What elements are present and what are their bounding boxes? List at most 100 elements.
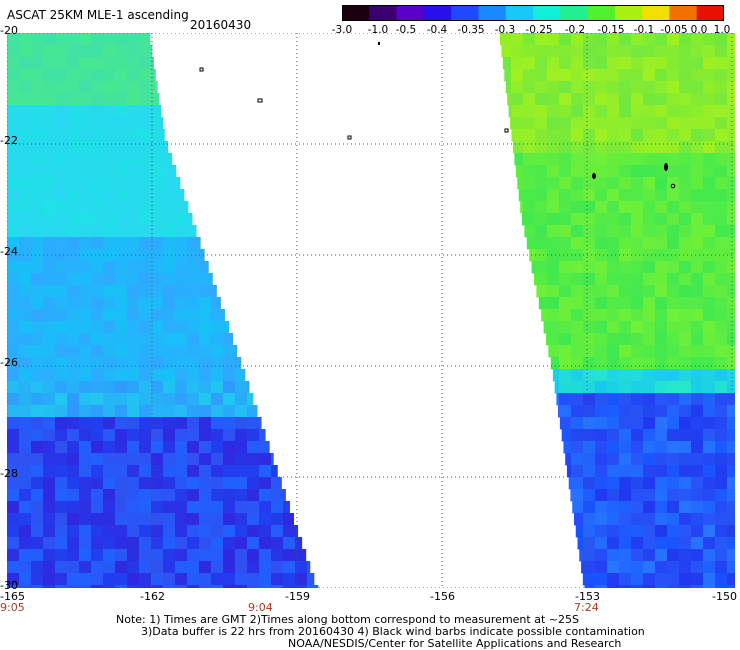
swath-cell (607, 573, 620, 586)
swath-cell (679, 249, 692, 262)
swath-cell (175, 249, 188, 262)
swath-cell (631, 489, 644, 502)
swath-cell (691, 141, 704, 154)
swath-cell (595, 153, 608, 166)
swath-cell (139, 369, 152, 382)
swath-cell (655, 357, 668, 370)
swath-cell (619, 117, 632, 130)
swath-cell (247, 477, 260, 490)
swath-cell (223, 465, 236, 478)
swath-cell (139, 249, 152, 262)
swath-cell (667, 201, 680, 214)
swath-cell (31, 33, 44, 46)
swath-cell (571, 69, 584, 82)
swath-cell (547, 249, 560, 262)
swath-cell (691, 33, 704, 46)
pass-time-label: 9:04 (248, 601, 273, 614)
swath-cell (7, 249, 20, 262)
swath-cell (163, 357, 176, 370)
swath-cell (619, 309, 632, 322)
swath-cell (715, 69, 728, 82)
swath-cell (211, 273, 213, 286)
swath-cell (151, 261, 164, 274)
swath-cell (547, 189, 560, 202)
swath-cell (67, 393, 80, 406)
swath-cell (595, 57, 608, 70)
swath-cell (211, 537, 224, 550)
swath-cell (523, 177, 536, 190)
swath-cell (535, 213, 548, 226)
swath-cell (127, 273, 140, 286)
swath-cell (199, 585, 212, 588)
swath-cell (67, 441, 80, 454)
swath-cell (7, 57, 20, 70)
swath-cell (507, 93, 512, 106)
swath-cell (583, 189, 596, 202)
swath-cell (31, 357, 44, 370)
swath-cell (501, 45, 512, 58)
swath-cell (715, 549, 728, 562)
swath-cell (631, 45, 644, 58)
swath-cell (103, 417, 116, 430)
swath-cell (55, 309, 68, 322)
footnotes: Note: 1) Times are GMT 2)Times along bot… (0, 614, 740, 650)
swath-cell (19, 549, 32, 562)
swath-cell (595, 45, 608, 58)
swath-cell (607, 261, 620, 274)
swath-cell (55, 537, 68, 550)
swath-cell (43, 381, 56, 394)
swath-cell (7, 69, 20, 82)
swath-cell (550, 357, 560, 370)
swath-cell (679, 261, 692, 274)
swath-cell (655, 249, 668, 262)
swath-cell (7, 261, 20, 274)
swath-cell (607, 57, 620, 70)
swath-cell (67, 429, 80, 442)
swath-cell (271, 585, 284, 588)
swath-cell (607, 357, 620, 370)
swath-cell (223, 489, 236, 502)
swath-cell (259, 585, 272, 588)
swath-cell (595, 405, 608, 418)
swath-cell (43, 45, 56, 58)
swath-cell (667, 93, 680, 106)
swath-cell (667, 453, 680, 466)
swath-cell (139, 33, 151, 46)
swath-cell (55, 81, 68, 94)
swath-cell (715, 525, 728, 538)
swath-cell (115, 285, 128, 298)
swath-cell (163, 441, 176, 454)
swath-cell (619, 585, 632, 588)
swath-cell (175, 429, 188, 442)
swath-cell (535, 201, 548, 214)
swath-cell (667, 225, 680, 238)
swath-cell (283, 561, 296, 574)
swath-cell (103, 501, 116, 514)
swath-cell (115, 525, 128, 538)
swath-cell (163, 501, 176, 514)
swath-cell (115, 57, 128, 70)
island-outline (347, 135, 352, 140)
swath-cell (175, 297, 188, 310)
swath-cell (691, 165, 704, 178)
swath-cell (127, 45, 140, 58)
swath-cell (502, 57, 512, 70)
swath-cell (727, 393, 735, 406)
swath-cell (7, 129, 20, 142)
swath-cell (703, 405, 716, 418)
swath-cell (543, 321, 548, 334)
swath-cell (703, 573, 716, 586)
swath-cell (679, 285, 692, 298)
swath-cell (727, 501, 735, 514)
swath-cell (667, 45, 680, 58)
swath-cell (79, 297, 92, 310)
swath-cell (595, 309, 608, 322)
swath-cell (199, 477, 212, 490)
swath-cell (43, 345, 56, 358)
swath-cell (679, 345, 692, 358)
swath-cell (31, 453, 44, 466)
swath-cell (103, 537, 116, 550)
swath-cell (139, 381, 152, 394)
swath-cell (535, 93, 548, 106)
swath-cell (547, 33, 560, 46)
